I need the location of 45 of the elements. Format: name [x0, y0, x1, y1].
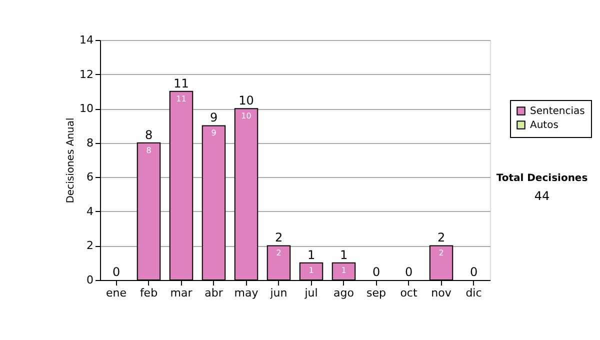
total-label: 2: [437, 230, 446, 245]
data-label: 8: [146, 146, 152, 155]
x-tick-label: oct: [400, 286, 418, 300]
x-tick-label: jun: [269, 286, 288, 300]
y-tick-label: 0: [86, 274, 94, 286]
y-tick-label: 14: [80, 34, 94, 46]
x-tick-label: dic: [466, 286, 482, 300]
total-label: 1: [340, 248, 348, 262]
text: Total Decisiones: [496, 173, 588, 184]
y-tick-label: 6: [86, 170, 94, 184]
x-tick-label: abr: [204, 286, 224, 300]
data-label: 1: [308, 266, 314, 275]
total-label: 10: [238, 94, 254, 108]
total-label: 0: [372, 265, 380, 279]
x-tick-label: mar: [170, 286, 193, 300]
x-tick-label: sep: [366, 286, 386, 300]
data-label: 1: [341, 266, 346, 275]
data-label: 10: [241, 112, 252, 121]
total-label: 11: [174, 76, 189, 90]
y-tick-label: 2: [86, 239, 94, 252]
x-tick-label: jul: [304, 286, 318, 300]
y-axis-title: Decisiones Anual: [66, 118, 77, 204]
total-label: 2: [274, 230, 283, 245]
data-label: 2: [438, 248, 444, 258]
data-label: 9: [211, 128, 216, 138]
total-label: 0: [470, 265, 478, 279]
text: 44: [534, 189, 550, 203]
total-label: 1: [307, 248, 316, 262]
total-label: 0: [112, 265, 120, 279]
x-tick-label: may: [234, 286, 259, 300]
y-tick-label: 8: [86, 136, 94, 150]
total-label: 8: [144, 128, 153, 142]
y-tick-label: 10: [80, 102, 94, 116]
data-label: 11: [176, 94, 186, 104]
x-tick-label: nov: [431, 286, 452, 300]
x-tick-label: ene: [106, 286, 127, 300]
y-tick-label: 12: [80, 68, 94, 81]
x-tick-label: feb: [140, 286, 158, 300]
data-label: 2: [276, 248, 282, 258]
legend-label: Autos: [530, 120, 558, 131]
x-tick-label: ago: [334, 286, 354, 300]
total-label: 9: [210, 110, 218, 125]
total-label: 0: [404, 265, 413, 279]
legend-label: Sentencias: [530, 106, 585, 117]
y-tick-label: 4: [86, 204, 94, 218]
